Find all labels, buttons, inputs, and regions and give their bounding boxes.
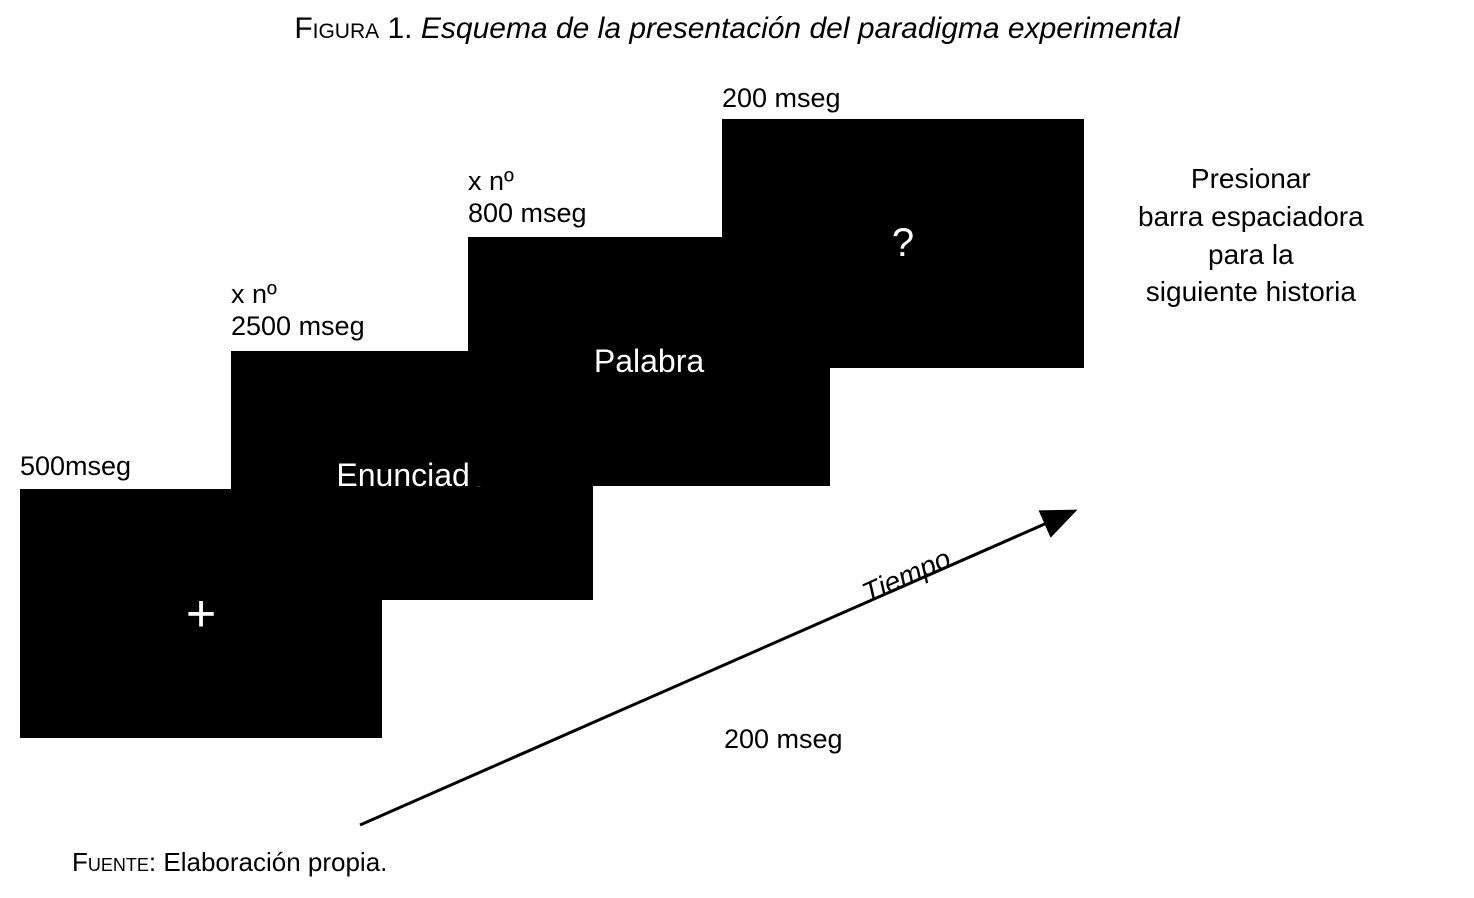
screen-label-4: 200 mseg (722, 82, 841, 114)
end-instruction: Presionarbarra espaciadorapara lasiguien… (1138, 160, 1364, 311)
screen-label-1: 500mseg (20, 450, 131, 482)
screen-content-3: Palabra (594, 343, 704, 380)
end-instruction-line4: siguiente historia (1138, 273, 1364, 311)
screen-label-3: x nº 800 mseg (468, 165, 587, 230)
figure-title: Figura 1. Esquema de la presentación del… (0, 12, 1474, 46)
source-text: Elaboración propia. (163, 847, 387, 877)
screen-content-1: + (186, 584, 216, 644)
source: Fuente: Elaboración propia. (72, 847, 387, 878)
source-prefix: Fuente: (72, 847, 156, 877)
title-prefix: Figura (294, 12, 379, 45)
end-instruction-line2: barra espaciadora (1138, 198, 1364, 236)
screen-label-2: x nº 2500 mseg (231, 278, 365, 343)
blank-label: 200 mseg (724, 724, 843, 755)
end-instruction-line3: para la (1138, 236, 1364, 274)
title-description: Esquema de la presentación del paradigma… (421, 12, 1180, 45)
screen-4: ? (722, 119, 1084, 368)
screen-content-4: ? (892, 221, 914, 266)
arrow-label: Tiempo (858, 542, 956, 609)
screen-content-2: Enunciado (336, 457, 487, 494)
end-instruction-line1: Presionar (1138, 160, 1364, 198)
title-number: 1. (388, 12, 413, 45)
